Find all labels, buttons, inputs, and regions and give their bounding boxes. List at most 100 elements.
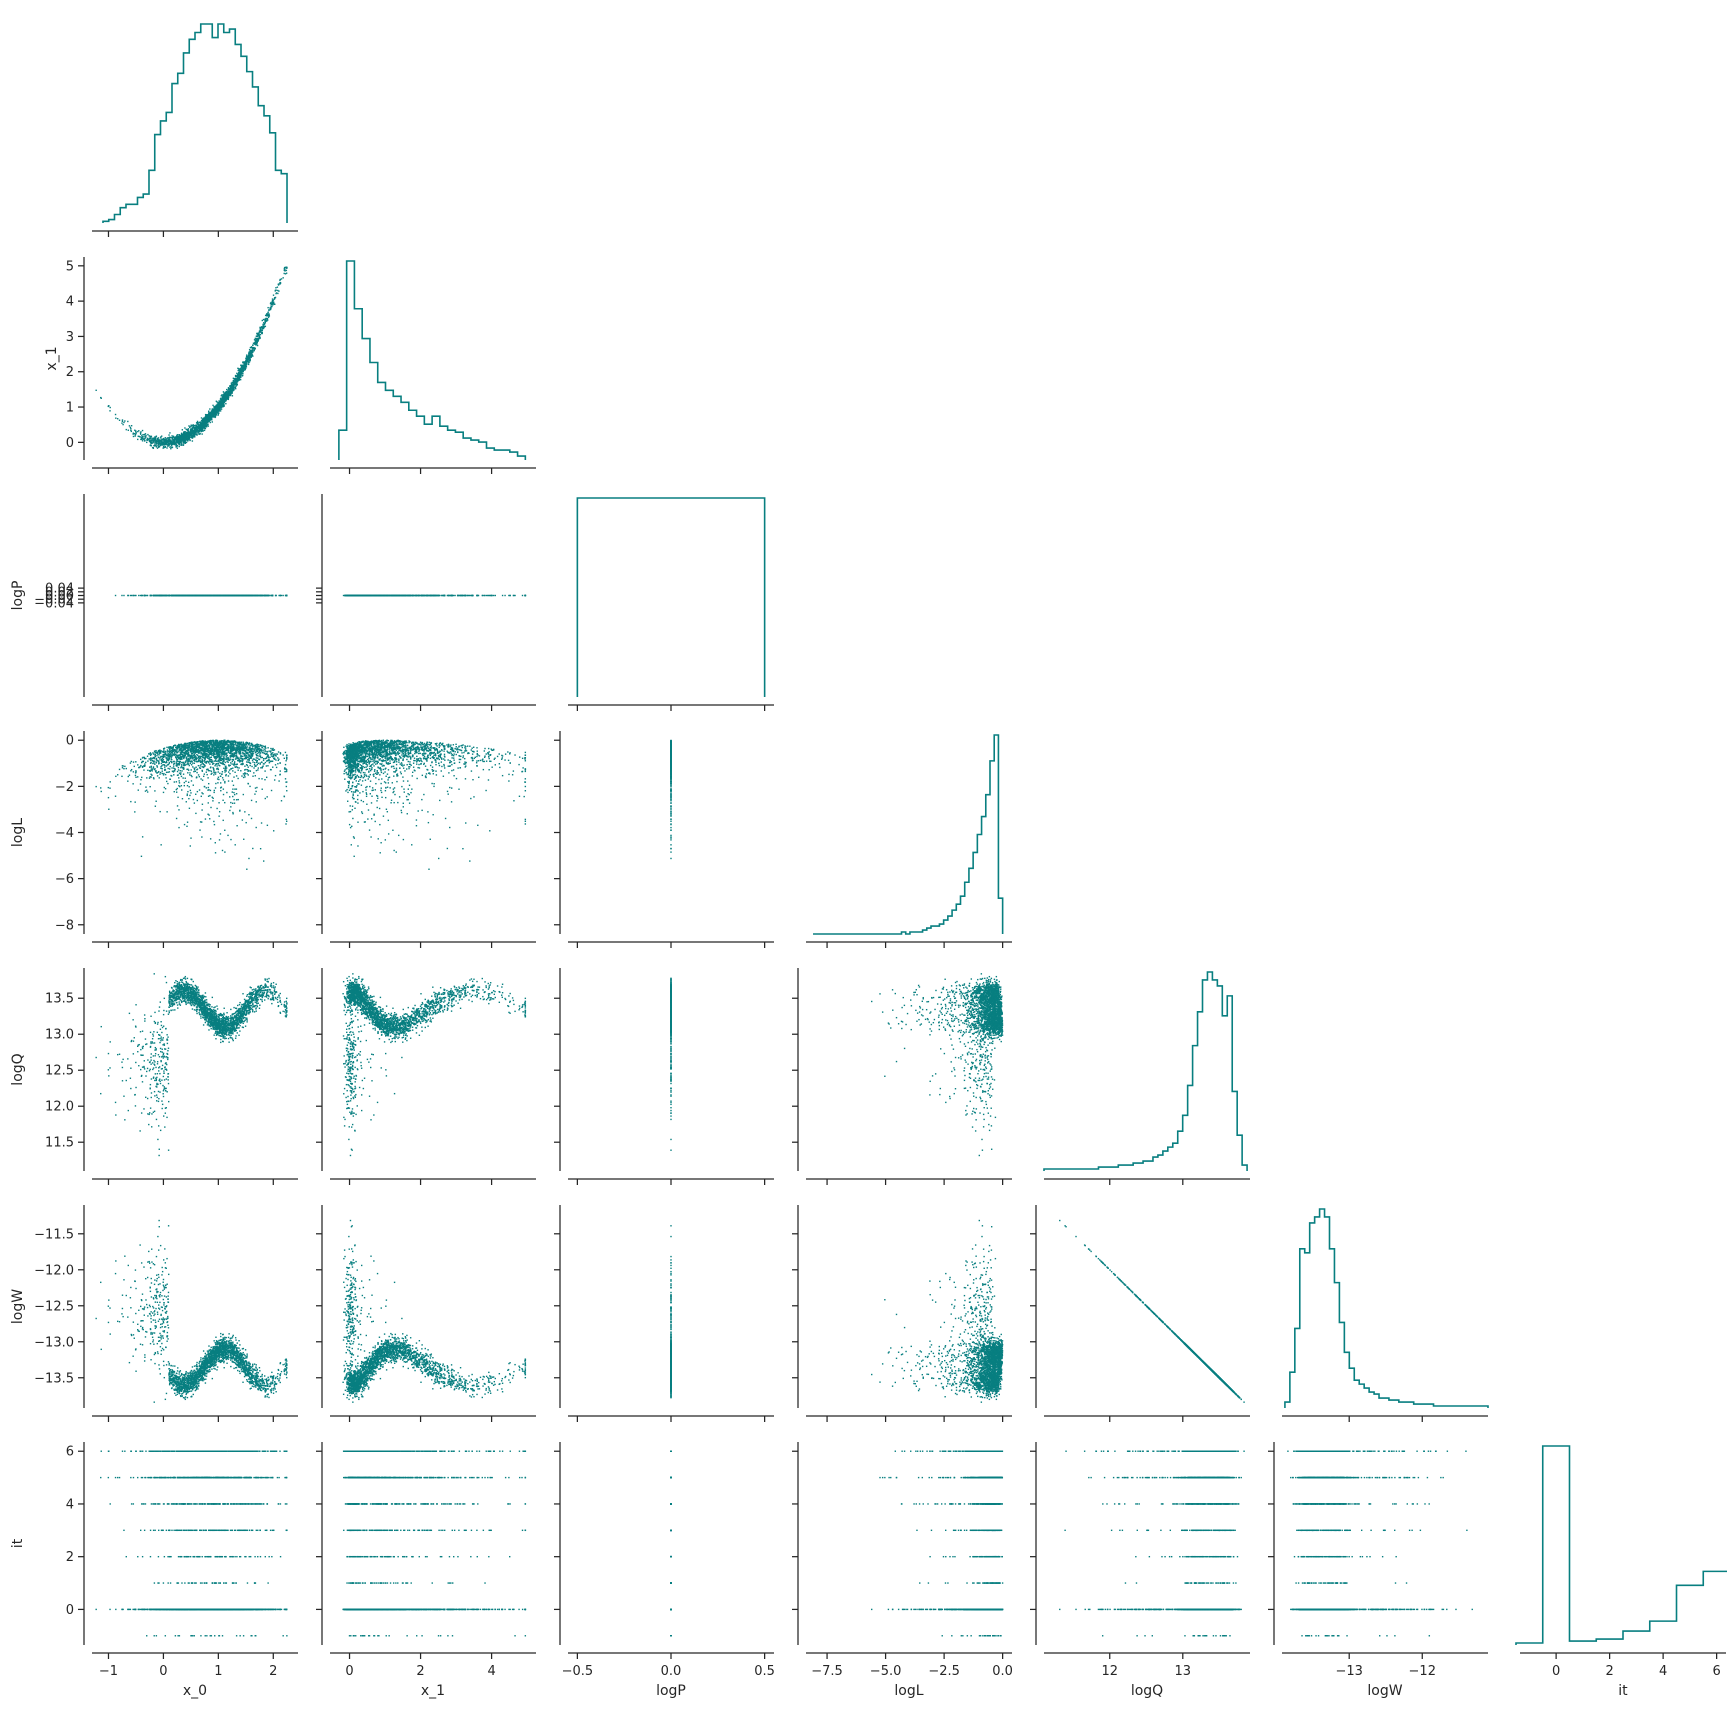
- scatter-point: [132, 595, 133, 596]
- scatter-point: [214, 410, 215, 411]
- scatter-points: [95, 267, 287, 450]
- y-tick-label: −4: [55, 826, 74, 841]
- scatter-point: [177, 595, 178, 596]
- scatter-point: [267, 595, 268, 596]
- scatter-point: [260, 329, 261, 330]
- scatter-point: [251, 353, 252, 354]
- scatter-point: [152, 752, 153, 753]
- scatter-point: [244, 368, 245, 369]
- scatter-point: [195, 771, 196, 772]
- scatter-point: [375, 595, 376, 596]
- scatter-point: [189, 440, 190, 441]
- y-tick-label: −6: [55, 872, 74, 887]
- scatter-point: [280, 279, 281, 280]
- scatter-point: [228, 771, 229, 772]
- scatter-point: [227, 392, 228, 393]
- scatter-point: [448, 595, 449, 596]
- scatter-point: [215, 595, 216, 596]
- scatter-point: [256, 343, 257, 344]
- scatter-point: [264, 324, 265, 325]
- scatter-point: [144, 440, 145, 441]
- scatter-point: [222, 399, 223, 400]
- scatter-point: [216, 409, 217, 410]
- scatter-point: [180, 441, 181, 442]
- scatter-point: [397, 595, 398, 596]
- scatter-point: [257, 342, 258, 343]
- scatter-point: [184, 442, 185, 443]
- scatter-point: [266, 313, 267, 314]
- scatter-point: [147, 791, 148, 792]
- scatter-point: [365, 595, 366, 596]
- scatter-point: [158, 444, 159, 445]
- scatter-point: [167, 446, 168, 447]
- scatter-point: [174, 442, 175, 443]
- scatter-point: [438, 595, 439, 596]
- scatter-point: [513, 595, 514, 596]
- scatter-point: [200, 427, 201, 428]
- scatter-point: [213, 595, 214, 596]
- scatter-point: [266, 318, 267, 319]
- y-tick-label: 0.04: [45, 582, 74, 597]
- scatter-point: [170, 448, 171, 449]
- scatter-point: [246, 366, 247, 367]
- scatter-point: [462, 595, 463, 596]
- scatter-point: [248, 766, 249, 767]
- scatter-point: [140, 431, 141, 432]
- scatter-point: [238, 372, 239, 373]
- scatter-point: [143, 436, 144, 437]
- scatter-point: [343, 595, 344, 596]
- scatter-point: [192, 440, 193, 441]
- scatter-point: [195, 813, 196, 814]
- scatter-point: [358, 595, 359, 596]
- scatter-point: [150, 443, 151, 444]
- scatter-point: [264, 595, 265, 596]
- scatter-point: [226, 595, 227, 596]
- scatter-points: [115, 595, 288, 596]
- scatter-point: [236, 381, 237, 382]
- scatter-point: [482, 595, 483, 596]
- scatter-point: [216, 401, 217, 402]
- scatter-point: [259, 753, 260, 754]
- y-axis-title-logL: logL: [10, 818, 26, 847]
- scatter-point: [144, 757, 145, 758]
- scatter-point: [246, 354, 247, 355]
- histogram-step-x_0: [103, 24, 287, 223]
- scatter-point: [453, 595, 454, 596]
- scatter-point: [190, 436, 191, 437]
- scatter-point: [231, 595, 232, 596]
- scatter-point: [522, 595, 523, 596]
- scatter-point: [224, 405, 225, 406]
- scatter-point: [183, 437, 184, 438]
- scatter-point: [274, 304, 275, 305]
- scatter-point: [127, 595, 128, 596]
- scatter-point: [196, 426, 197, 427]
- scatter-point: [130, 427, 131, 428]
- scatter-point: [167, 783, 168, 784]
- scatter-point: [176, 446, 177, 447]
- scatter-point: [469, 595, 470, 596]
- scatter-point: [246, 359, 247, 360]
- scatter-point: [172, 595, 173, 596]
- scatter-point: [379, 595, 380, 596]
- scatter-point: [183, 439, 184, 440]
- scatter-point: [204, 424, 205, 425]
- scatter-point: [150, 445, 151, 446]
- scatter-point: [275, 287, 276, 288]
- scatter-point: [144, 434, 145, 435]
- scatter-point: [230, 839, 231, 840]
- scatter-point: [433, 595, 434, 596]
- scatter-point: [207, 417, 208, 418]
- scatter-point: [259, 327, 260, 328]
- scatter-point: [156, 445, 157, 446]
- scatter-point: [272, 298, 273, 299]
- scatter-point: [270, 305, 271, 306]
- scatter-point: [147, 434, 148, 435]
- scatter-point: [171, 435, 172, 436]
- scatter-point: [196, 772, 197, 773]
- scatter-point: [115, 417, 116, 418]
- scatter-point: [277, 286, 278, 287]
- scatter-point: [229, 796, 230, 797]
- scatter-point: [216, 407, 217, 408]
- scatter-point: [228, 780, 229, 781]
- scatter-point: [184, 427, 185, 428]
